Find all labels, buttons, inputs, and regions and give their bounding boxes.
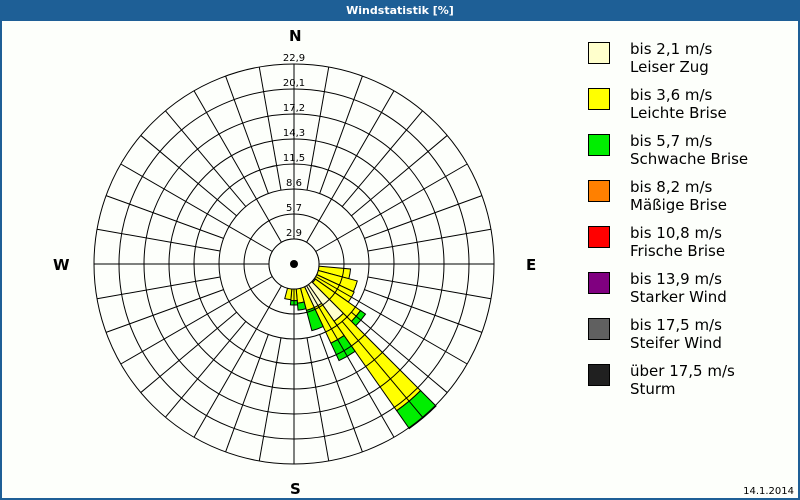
- grid-spoke: [105, 195, 224, 239]
- grid-spoke: [96, 228, 221, 252]
- legend-name: Steifer Wind: [630, 334, 722, 352]
- grid-spoke: [319, 75, 363, 194]
- radial-tick-label: 5,7: [286, 203, 302, 214]
- radial-tick-label: 17,2: [283, 103, 305, 114]
- grid-spoke: [319, 334, 363, 453]
- grid-spoke: [140, 135, 237, 217]
- grid-spoke: [225, 75, 269, 194]
- grid-spoke: [306, 337, 330, 462]
- legend-name: Leiser Zug: [630, 58, 709, 76]
- grid-spoke: [341, 321, 423, 418]
- compass-north-label: N: [289, 27, 302, 45]
- grid-spoke: [258, 337, 282, 462]
- grid-spoke: [315, 163, 468, 252]
- grid-spoke: [165, 110, 247, 207]
- grid-spoke: [315, 276, 468, 365]
- legend-range: bis 17,5 m/s: [630, 316, 722, 334]
- grid-spoke: [105, 289, 224, 333]
- legend-range: über 17,5 m/s: [630, 362, 735, 380]
- grid-spoke: [96, 276, 221, 300]
- legend-name: Leichte Brise: [630, 104, 727, 122]
- grid-spoke: [120, 163, 273, 252]
- legend-swatch: [588, 42, 610, 64]
- compass-south-label: S: [290, 480, 301, 498]
- radial-tick-label: 22,9: [283, 53, 305, 64]
- compass-west-label: W: [53, 256, 70, 274]
- rose-hub: [290, 260, 298, 268]
- grid-spoke: [367, 228, 492, 252]
- rose-petal-segment: [305, 306, 324, 332]
- legend-swatch: [588, 318, 610, 340]
- rose-petal-segment: [296, 301, 307, 311]
- legend-swatch: [588, 88, 610, 110]
- grid-spoke: [351, 311, 448, 393]
- legend-name: Starker Wind: [630, 288, 727, 306]
- grid-spoke: [225, 334, 269, 453]
- date-label: 14.1.2014: [743, 486, 794, 497]
- legend-swatch: [588, 180, 610, 202]
- legend-name: Schwache Brise: [630, 150, 749, 168]
- grid-spoke: [306, 66, 330, 191]
- legend-name: Sturm: [630, 380, 676, 398]
- grid-spoke: [193, 90, 282, 243]
- legend-swatch: [588, 134, 610, 156]
- radial-tick-label: 14,3: [283, 128, 305, 139]
- chart-panel: [2, 21, 798, 498]
- grid-spoke: [364, 289, 483, 333]
- grid-spoke: [306, 90, 395, 243]
- legend-range: bis 2,1 m/s: [630, 40, 713, 58]
- legend-name: Mäßige Brise: [630, 196, 727, 214]
- legend-range: bis 5,7 m/s: [630, 132, 713, 150]
- legend-range: bis 3,6 m/s: [630, 86, 713, 104]
- grid-spoke: [140, 311, 237, 393]
- grid-spoke: [306, 285, 395, 438]
- grid-spoke: [364, 195, 483, 239]
- grid-spoke: [351, 135, 448, 217]
- legend-name: Frische Brise: [630, 242, 726, 260]
- legend-range: bis 10,8 m/s: [630, 224, 722, 242]
- grid-spoke: [367, 276, 492, 300]
- grid-spoke: [193, 285, 282, 438]
- grid-spoke: [165, 321, 247, 418]
- grid-spoke: [341, 110, 423, 207]
- radial-tick-label: 2,9: [286, 228, 302, 239]
- radial-tick-label: 11,5: [283, 153, 305, 164]
- legend-range: bis 8,2 m/s: [630, 178, 713, 196]
- radial-tick-label: 20,1: [283, 78, 305, 89]
- legend-swatch: [588, 364, 610, 386]
- grid-spoke: [258, 66, 282, 191]
- compass-east-label: E: [526, 256, 537, 274]
- legend-range: bis 13,9 m/s: [630, 270, 722, 288]
- grid-spoke: [120, 276, 273, 365]
- legend-swatch: [588, 272, 610, 294]
- radial-tick-label: 8,6: [286, 178, 302, 189]
- legend-swatch: [588, 226, 610, 248]
- window-title: Windstatistik [%]: [0, 0, 800, 21]
